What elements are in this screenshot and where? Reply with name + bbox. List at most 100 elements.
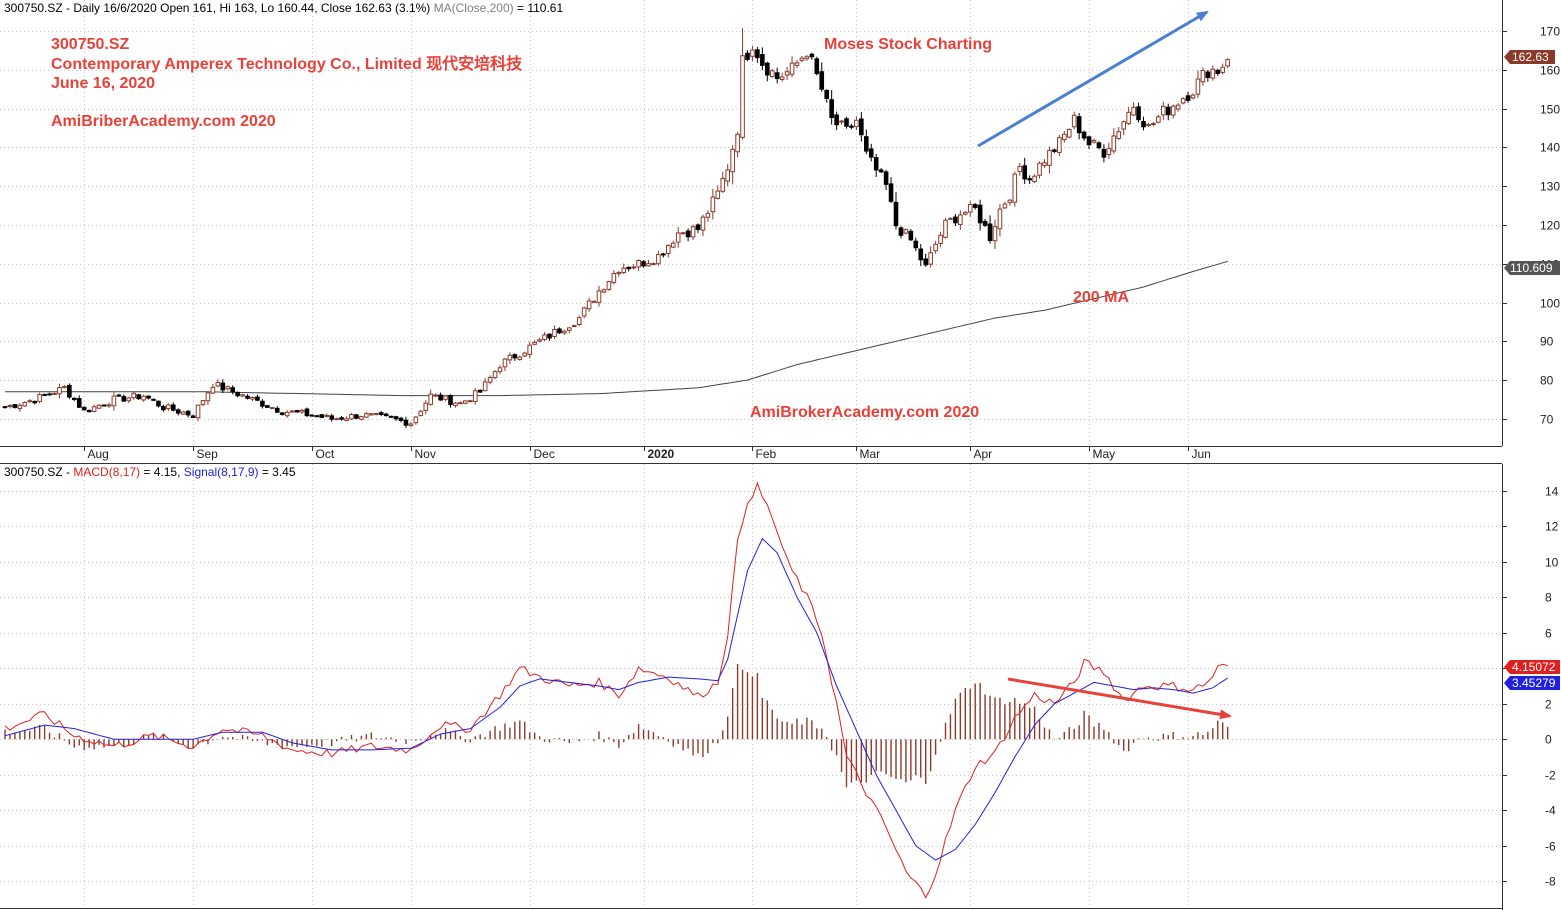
ma200-layer (5, 260, 1228, 397)
candle-body (225, 386, 231, 390)
candle-body (507, 354, 513, 361)
macd-header-signal-label: Signal(8,17,9) (184, 465, 259, 479)
candle-body (502, 358, 508, 368)
candle-body (270, 407, 275, 410)
candle-body (1136, 106, 1141, 121)
x-tick-label: Mar (860, 447, 881, 461)
candle-body (151, 398, 156, 401)
candle-body (769, 70, 775, 78)
price-y-tick-label: 70 (1540, 413, 1554, 427)
candle-body (235, 391, 240, 397)
candle-body (126, 397, 132, 402)
candle-body (784, 71, 790, 76)
candle-body (265, 405, 270, 408)
macd-header-macd-value: = 4.15, (140, 465, 184, 479)
candle-body (260, 400, 265, 407)
signal-line (4, 537, 1228, 861)
candle-body (1111, 135, 1117, 152)
candle-body (96, 404, 102, 409)
candle-body (1002, 203, 1008, 209)
candle-body (205, 392, 211, 402)
candle-body (913, 240, 919, 249)
panel-frames (0, 0, 1503, 910)
candle-body (42, 393, 47, 396)
macd-header-signal-value: = 3.45 (259, 465, 296, 479)
candle-body (240, 394, 245, 397)
candle-body (334, 418, 339, 421)
candle-body (967, 204, 973, 213)
candle-body (755, 49, 760, 59)
signal-badge-text: 3.45279 (1512, 676, 1556, 690)
candle-body (774, 72, 780, 80)
candle-body (443, 395, 448, 400)
candle-body (725, 169, 731, 182)
candle-body (611, 273, 617, 284)
candle-body (765, 62, 770, 76)
candle-body (675, 232, 681, 243)
candle-body (1225, 59, 1230, 67)
candle-body (1062, 133, 1067, 141)
candle-body (1047, 149, 1052, 166)
candle-body (52, 392, 57, 395)
candle-body (532, 341, 537, 345)
candle-body (987, 223, 993, 242)
candle-body (859, 118, 864, 136)
candle-body (958, 214, 963, 226)
candle-body (557, 328, 562, 334)
price-y-tick-label: 100 (1540, 297, 1560, 311)
candle-body (116, 394, 122, 397)
candle-body (661, 253, 666, 256)
candle-body (339, 417, 344, 420)
macd-y-tick-label: 14 (1545, 485, 1559, 499)
candle-body (378, 412, 384, 415)
candle-body (522, 352, 528, 357)
candle-body (745, 52, 750, 60)
candle-body (294, 409, 300, 413)
candle-body (1151, 122, 1156, 125)
candle-body (814, 58, 820, 75)
candle-body (171, 404, 176, 411)
candle-body (606, 281, 612, 290)
candle-body (809, 53, 815, 58)
candle-body (839, 120, 844, 123)
candle-body (453, 402, 458, 407)
x-tick-label: Dec (534, 447, 555, 461)
macd-badge-bg (1504, 660, 1560, 674)
candle-body (829, 99, 834, 119)
candle-body (57, 387, 62, 395)
candle-body (868, 148, 874, 158)
candle-body (32, 400, 38, 404)
macd-lines-layer (4, 481, 1228, 899)
candle-body (274, 407, 280, 413)
candle-body (888, 183, 894, 202)
uptrend-arrow (977, 10, 1209, 148)
candle-body (656, 254, 661, 265)
candle-body (740, 55, 745, 138)
x-tick-label: Apr (974, 447, 993, 461)
candle-body (388, 415, 394, 418)
candle-body (1027, 178, 1032, 181)
candle-body (1037, 162, 1042, 176)
candle-body (562, 330, 567, 334)
candle-body (898, 227, 904, 236)
candle-body (1190, 94, 1196, 99)
candle-body (849, 125, 854, 128)
candle-body (1141, 120, 1146, 128)
candle-body (1086, 136, 1092, 146)
candle-body (349, 414, 354, 420)
candle-body (715, 190, 721, 199)
candle-body (1121, 121, 1127, 130)
candle-body (1210, 68, 1216, 79)
price-y-axis: 708090100110120130140150160170 (1502, 25, 1560, 427)
candle-body (1161, 105, 1166, 116)
close-badge-bg (1504, 50, 1555, 64)
candle-body (542, 334, 547, 341)
candle-body (977, 204, 983, 224)
candle-body (695, 224, 701, 230)
candle-body (690, 226, 696, 238)
candle-body (309, 414, 315, 417)
candle-body (799, 57, 805, 61)
candles-layer (2, 28, 1230, 429)
ma-badge-text: 110.609 (1510, 261, 1553, 275)
